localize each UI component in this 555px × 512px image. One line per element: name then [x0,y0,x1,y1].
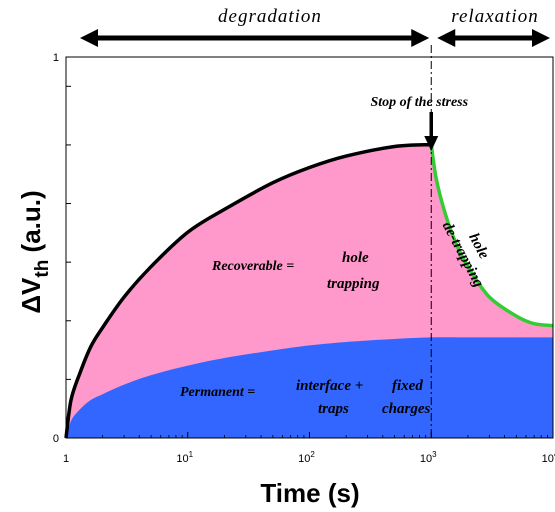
x-tick-label: 102 [298,450,315,465]
stop-annotation: Stop of the stress [370,95,468,110]
relaxation-arrow-right-head [532,29,550,47]
x-tick-label: 1 [63,453,69,465]
permanent-area [66,337,553,438]
x-tick-label: 101 [176,450,193,465]
relaxation-arrow-left-head [437,29,456,47]
x-tick-label-base: 10 [420,453,432,465]
recoverable-label: Recoverable = [211,259,294,274]
x-tick-label-exponent: 4 [554,450,555,459]
axis-tick-labels: 110110210310401 [53,52,555,465]
x-tick-label: 104 [542,450,555,465]
x-tick-label-base: 1 [63,453,69,465]
recoverable-hole-label: hole [342,250,369,266]
recoverable-trapping-label: trapping [327,276,380,292]
y-axis-title: ΔVth (a.u.) [16,190,53,313]
permanent-interface-label: interface + [296,378,363,394]
permanent-traps-label: traps [318,401,349,417]
y-tick-label: 1 [53,52,59,64]
y-tick-label: 0 [53,433,59,445]
degradation-label: degradation [218,6,322,27]
x-tick-label: 103 [420,450,437,465]
x-tick-label-base: 10 [542,453,554,465]
stop-arrow-icon [424,136,439,151]
relaxation-curve [429,144,554,328]
x-tick-label-exponent: 3 [432,450,437,459]
relaxation-label: relaxation [451,6,538,27]
degradation-curve [64,142,432,439]
x-tick-label-exponent: 1 [189,450,194,459]
phase-arrows: degradation relaxation [80,6,550,47]
permanent-charges-label: charges [382,401,430,417]
x-tick-label-base: 10 [298,453,310,465]
degradation-arrow-right-head [411,29,430,47]
y-axis-title-unit: (a.u.) [16,190,46,259]
x-tick-label-base: 10 [176,453,188,465]
axis-ticks [65,85,554,439]
x-tick-label-exponent: 2 [310,450,315,459]
x-axis-title: Time (s) [260,478,359,508]
y-axis-title-main: ΔV [16,277,46,314]
degradation-arrow-left-head [80,29,98,47]
permanent-fixed-label: fixed [392,378,423,394]
permanent-label: Permanent = [180,385,255,400]
y-axis-title-subscript: th [32,260,53,278]
